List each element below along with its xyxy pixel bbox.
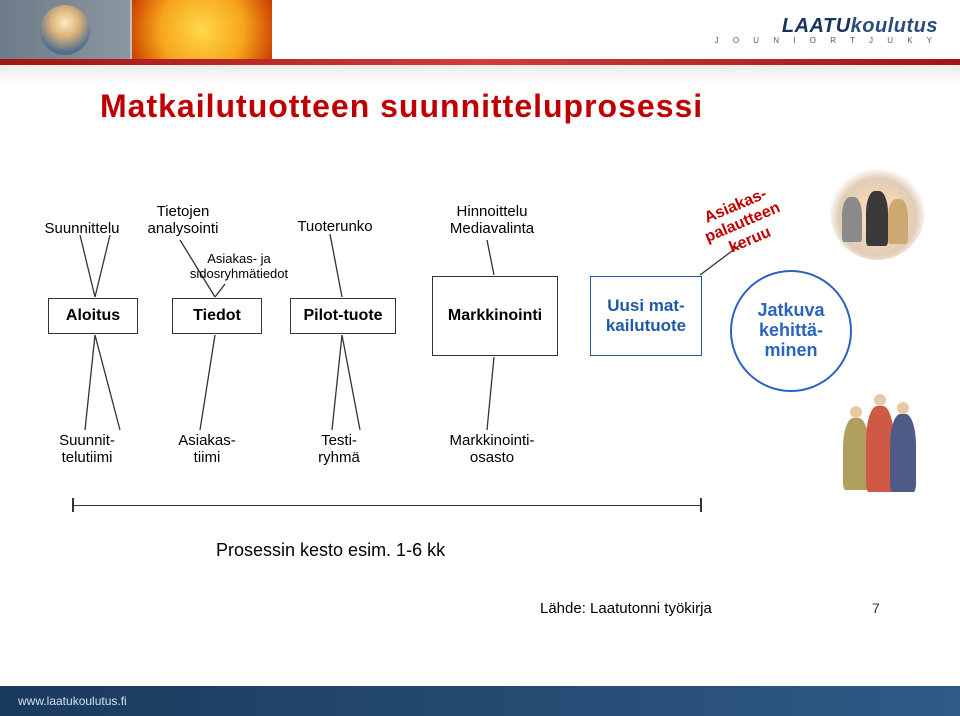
- top-label: HinnoitteluMediavalinta: [432, 203, 552, 238]
- diagram-canvas: SuunnitteluTietojenanalysointi Asiakas- j…: [0, 0, 960, 716]
- figure-icon: [890, 414, 916, 492]
- continuous-improvement-circle: Jatkuvakehittä-minen: [730, 270, 852, 392]
- page-number: 7: [872, 600, 880, 616]
- process-box: Tiedot: [172, 298, 262, 334]
- process-box: Pilot-tuote: [290, 298, 396, 334]
- top-label: Tuoterunko: [280, 218, 390, 235]
- top-label: Asiakas- jasidosryhmätiedot: [164, 252, 314, 282]
- process-box: Markkinointi: [432, 276, 558, 356]
- bottom-label: Suunnit-telutiimi: [42, 432, 132, 467]
- slide: { "header":{ "logo_main":"LAATU", "logo_…: [0, 0, 960, 716]
- timeline-line: [72, 505, 700, 506]
- people-illustration-bottom: [840, 400, 925, 530]
- timeline-cap: [72, 498, 74, 512]
- source-credit: Lähde: Laatutonni työkirja: [540, 600, 712, 617]
- process-box: Aloitus: [48, 298, 138, 334]
- bottom-label: Asiakas-tiimi: [162, 432, 252, 467]
- footer-url: www.laatukoulutus.fi: [18, 694, 127, 708]
- bottom-label: Testi-ryhmä: [294, 432, 384, 467]
- timeline-label: Prosessin kesto esim. 1-6 kk: [216, 540, 445, 561]
- timeline-cap: [700, 498, 702, 512]
- process-box: Uusi mat-kailutuote: [590, 276, 702, 356]
- footer-bar: www.laatukoulutus.fi: [0, 686, 960, 716]
- bottom-label: Markkinointi-osasto: [432, 432, 552, 467]
- top-label: Tietojenanalysointi: [133, 203, 233, 238]
- feedback-label: Asiakas-palautteenkeruu: [695, 183, 790, 265]
- people-photo-top: [830, 165, 925, 260]
- top-label: Suunnittelu: [32, 220, 132, 237]
